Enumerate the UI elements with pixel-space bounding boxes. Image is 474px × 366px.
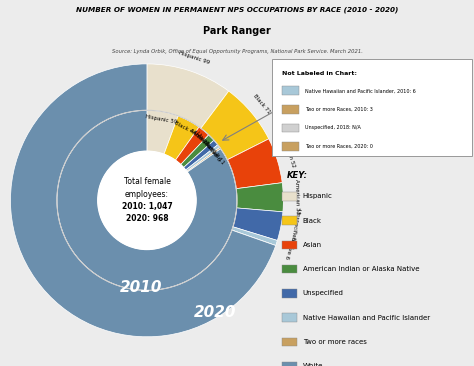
Wedge shape (232, 227, 277, 246)
Wedge shape (201, 91, 269, 160)
Wedge shape (183, 140, 218, 170)
Text: Native Hawaiian and Pacific Islander: Native Hawaiian and Pacific Islander (303, 315, 430, 321)
Bar (283, 241, 297, 249)
Text: Two or more races: Two or more races (303, 339, 367, 345)
Wedge shape (57, 110, 237, 290)
Text: Not Labeled in Chart:: Not Labeled in Chart: (283, 71, 357, 76)
Bar (283, 192, 297, 201)
Bar (283, 289, 297, 298)
Text: 2020: 2020 (194, 305, 237, 320)
Text: Hispanic 99: Hispanic 99 (178, 51, 210, 66)
Text: Black: Black (303, 218, 322, 224)
Bar (283, 338, 297, 346)
Text: Native 6: Native 6 (203, 140, 221, 162)
Text: employees:: employees: (125, 190, 169, 199)
Text: Hispanic 59: Hispanic 59 (145, 115, 178, 125)
Bar (283, 216, 297, 225)
Text: Two or more Races, 2010: 3: Two or more Races, 2010: 3 (305, 107, 373, 112)
Wedge shape (181, 135, 214, 168)
Text: Native Hawaiian and Pacific Islander, 2010: 6: Native Hawaiian and Pacific Islander, 20… (305, 88, 416, 93)
Text: Black 71: Black 71 (253, 93, 272, 115)
Text: 2010: 2010 (120, 280, 163, 295)
Text: American 33: American 33 (294, 179, 300, 214)
Text: Native 6: Native 6 (283, 235, 295, 259)
Wedge shape (10, 64, 276, 337)
Wedge shape (187, 147, 221, 172)
Text: KEY:: KEY: (286, 171, 308, 180)
Text: NUMBER OF WOMEN IN PERMANENT NPS OCCUPATIONS BY RACE (2010 - 2020): NUMBER OF WOMEN IN PERMANENT NPS OCCUPAT… (76, 7, 398, 13)
Text: Unspecified, 2018: N/A: Unspecified, 2018: N/A (305, 126, 361, 130)
Bar (283, 105, 299, 113)
Text: Total female: Total female (124, 178, 170, 186)
Bar (283, 124, 299, 132)
Wedge shape (147, 110, 178, 154)
Text: American 14: American 14 (191, 129, 219, 157)
Text: Asian: Asian (303, 242, 322, 248)
Bar (283, 265, 297, 273)
Text: Two or more Races, 2020: 0: Two or more Races, 2020: 0 (305, 144, 373, 149)
Text: White: White (303, 363, 323, 366)
Wedge shape (236, 183, 283, 212)
Bar (283, 362, 297, 366)
Wedge shape (228, 139, 282, 189)
Text: American Indian or Alaska Native: American Indian or Alaska Native (303, 266, 419, 272)
Text: Park Ranger: Park Ranger (203, 26, 271, 36)
Wedge shape (147, 64, 229, 128)
Bar (283, 313, 297, 322)
Text: Source: Lynda Orbik, Office of Equal Opportunity Programs, National Park Service: Source: Lynda Orbik, Office of Equal Opp… (111, 49, 363, 54)
Circle shape (98, 151, 196, 250)
Text: 2020: 968: 2020: 968 (126, 214, 168, 223)
Text: Unspecified: Unspecified (303, 291, 344, 296)
Text: Hispanic: Hispanic (303, 193, 333, 199)
Text: 2010: 1,047: 2010: 1,047 (121, 202, 173, 211)
FancyBboxPatch shape (272, 59, 472, 156)
Text: Unspecified 11: Unspecified 11 (195, 130, 225, 165)
Bar (283, 142, 299, 151)
Wedge shape (233, 208, 283, 240)
Wedge shape (164, 116, 199, 160)
Text: Unspecified 33: Unspecified 33 (288, 208, 301, 250)
Text: Black 44: Black 44 (173, 120, 197, 136)
Text: Asian 23: Asian 23 (188, 127, 210, 146)
Wedge shape (175, 127, 209, 165)
Wedge shape (186, 145, 220, 171)
Text: Asian 52: Asian 52 (284, 144, 296, 168)
Wedge shape (232, 230, 276, 246)
Bar (283, 86, 299, 95)
